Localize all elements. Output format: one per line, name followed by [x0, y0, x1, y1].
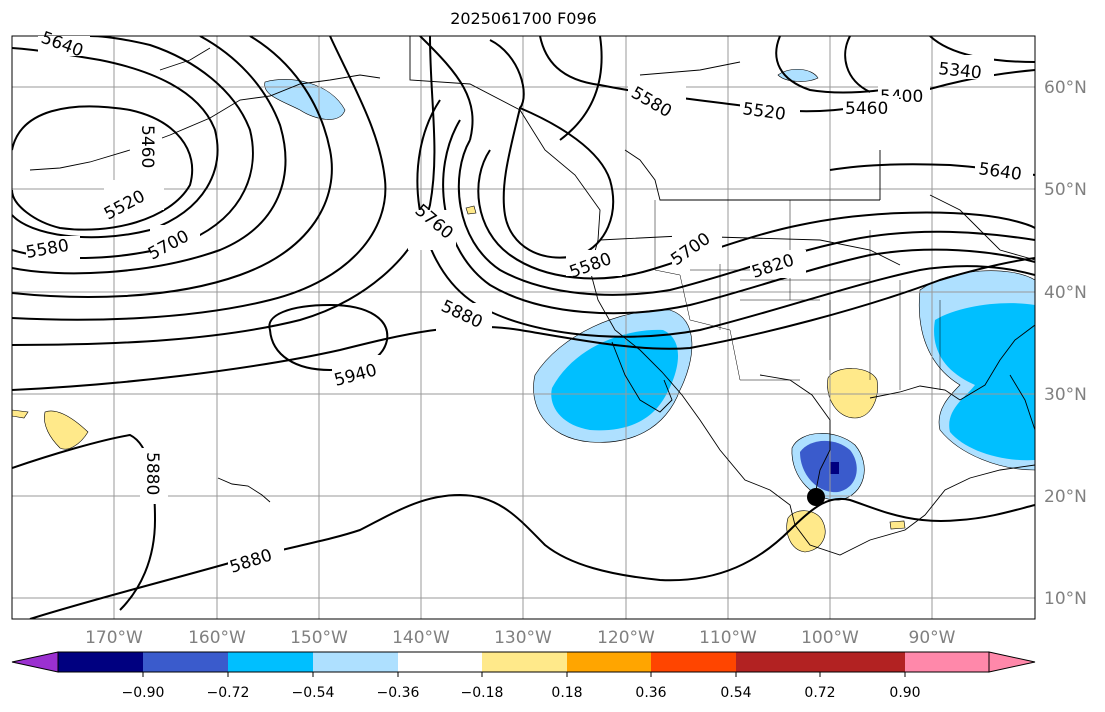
contour-label: 5640: [38, 28, 85, 62]
colorbar-tick-label: −0.54: [292, 685, 335, 701]
colorbar-tick-label: −0.18: [461, 685, 504, 701]
colorbar-tick-label: 0.36: [635, 685, 666, 701]
lon-label: 160°W: [188, 628, 246, 648]
colorbar-tick-label: −0.36: [377, 685, 420, 701]
lon-label: 110°W: [699, 628, 757, 648]
contour-label: 5460: [845, 99, 888, 119]
contour-label: 5460: [137, 125, 157, 168]
lon-label: 120°W: [597, 628, 655, 648]
contour-label: 5880: [142, 452, 162, 495]
colorbar-tick-label: 0.90: [889, 685, 920, 701]
longitude-labels: 170°W 160°W 150°W 140°W 130°W 120°W 110°…: [85, 628, 956, 648]
contour-labels: 5340 5400 5460 5460 5520 5520 5580 5580 …: [24, 28, 1033, 578]
map-frame: [11, 35, 1036, 620]
colorbar-segment: [567, 652, 651, 672]
colorbar-segment: [820, 652, 905, 672]
coastlines: [29, 36, 1035, 556]
location-marker[interactable]: [807, 488, 825, 506]
colorbar-segment: [228, 652, 313, 672]
contour-label: 5340: [937, 59, 982, 83]
map-content: [12, 36, 1035, 619]
lat-label: 30°N: [1044, 385, 1087, 405]
colorbar-tick-label: −0.90: [122, 685, 165, 701]
anomaly-shading: [12, 69, 1035, 553]
lon-label: 90°W: [909, 628, 956, 648]
lon-label: 100°W: [801, 628, 859, 648]
lat-label: 60°N: [1044, 78, 1087, 98]
lon-label: 140°W: [392, 628, 450, 648]
colorbar-tick-label: 0.54: [720, 685, 751, 701]
colorbar-segment: [313, 652, 398, 672]
lon-label: 150°W: [290, 628, 348, 648]
lat-label: 10°N: [1044, 589, 1087, 609]
lon-label: 170°W: [85, 628, 143, 648]
colorbar-segment: [651, 652, 736, 672]
colorbar-tick-label: 0.18: [551, 685, 582, 701]
map-title: 2025061700 F096: [450, 9, 597, 28]
latitude-labels: 10°N 20°N 30°N 40°N 50°N 60°N: [1044, 78, 1087, 609]
colorbar-segment: [905, 652, 989, 672]
colorbar-segment: [482, 652, 567, 672]
colorbar-extend-min: [11, 651, 59, 673]
lat-label: 40°N: [1044, 283, 1087, 303]
colorbar-segment: [58, 652, 143, 672]
lat-label: 20°N: [1044, 487, 1087, 507]
colorbar-segment: [398, 652, 482, 672]
colorbar-segment: [143, 652, 228, 672]
colorbar: −0.90 −0.72 −0.54 −0.36 −0.18 0.18 0.36 …: [11, 651, 1036, 701]
colorbar-tick-label: 0.72: [804, 685, 835, 701]
lat-label: 50°N: [1044, 180, 1087, 200]
colorbar-extend-max: [988, 651, 1036, 673]
colorbar-tick-label: −0.72: [207, 685, 250, 701]
colorbar-segment: [736, 652, 820, 672]
lon-label: 130°W: [494, 628, 552, 648]
